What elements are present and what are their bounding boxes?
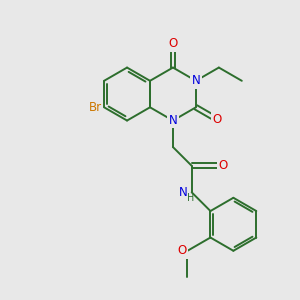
Text: O: O [212,113,221,126]
Text: O: O [218,159,227,172]
Text: O: O [168,37,178,50]
Text: O: O [178,244,187,257]
Text: Br: Br [89,101,102,114]
Text: N: N [191,74,200,87]
Text: N: N [169,114,177,127]
Text: N: N [179,186,188,199]
Text: H: H [187,193,194,202]
